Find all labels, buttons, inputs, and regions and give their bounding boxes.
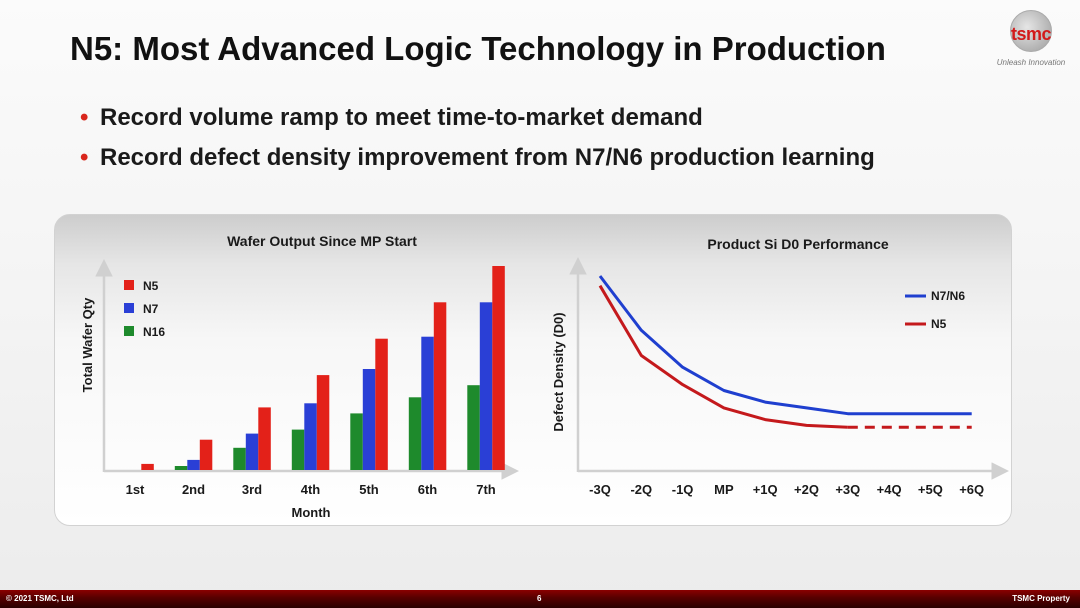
x-tick-label: +3Q — [835, 482, 860, 497]
x-tick-label: MP — [714, 482, 734, 497]
bar-n5-4th — [316, 375, 330, 470]
x-tick-label: -1Q — [672, 482, 694, 497]
legend-label-n5: N5 — [931, 317, 947, 331]
bar-n7-5th — [362, 369, 376, 470]
x-tick-label: +1Q — [753, 482, 778, 497]
legend-label-n7-n6: N7/N6 — [931, 289, 965, 303]
x-axis-label: Month — [292, 505, 331, 520]
legend-label-n5: N5 — [143, 279, 159, 293]
copyright-text: © 2021 TSMC, Ltd — [6, 594, 74, 603]
bar-n16-5th — [350, 413, 363, 470]
page-number: 6 — [537, 594, 542, 603]
line-n7-n6 — [598, 275, 972, 416]
slide-title: N5: Most Advanced Logic Technology in Pr… — [70, 30, 886, 67]
x-tick-label: 4th — [301, 482, 321, 497]
footer-bar: © 2021 TSMC, Ltd 6 TSMC Property — [0, 590, 1080, 608]
logo-wordmark: tsmc — [1010, 24, 1052, 44]
wafer-output-chart: Wafer Output Since MP Start Total Wafer … — [80, 233, 519, 520]
x-tick-label: +2Q — [794, 482, 819, 497]
bar-n5-3rd — [258, 407, 271, 470]
chart-title: Wafer Output Since MP Start — [227, 233, 417, 249]
legend-swatch-n5 — [124, 280, 134, 290]
x-tick-label: 5th — [359, 482, 379, 497]
company-logo: tsmc Unleash Innovation — [984, 8, 1078, 72]
x-tick-label: 3rd — [242, 482, 262, 497]
x-tick-label: +5Q — [918, 482, 943, 497]
bar-n5-2nd — [199, 439, 213, 470]
x-tick-label: 7th — [476, 482, 496, 497]
globe-icon — [1010, 10, 1052, 52]
bar-n5-1st — [141, 463, 154, 470]
x-tick-label: -3Q — [589, 482, 611, 497]
bar-n7-7th — [479, 302, 493, 470]
property-label: TSMC Property — [1012, 594, 1070, 603]
bullet-text: Record volume ramp to meet time-to-marke… — [100, 104, 703, 131]
bar-n7-2nd — [187, 459, 200, 470]
bullet-item: • Record volume ramp to meet time-to-mar… — [80, 98, 875, 138]
bar-n5-5th — [375, 338, 388, 470]
bullet-list: • Record volume ramp to meet time-to-mar… — [80, 98, 875, 178]
legend-swatch-n16 — [124, 326, 134, 336]
bullet-dot-icon: • — [80, 144, 89, 171]
bar-n7-3rd — [245, 433, 259, 470]
y-axis-label: Total Wafer Qty — [80, 297, 95, 392]
bar-n16-2nd — [174, 466, 188, 470]
legend-label-n16: N16 — [143, 325, 165, 339]
x-tick-label: 1st — [126, 482, 145, 497]
bar-n5-7th — [492, 266, 505, 470]
y-axis-label: Defect Density (D0) — [551, 312, 566, 431]
bar-n7-6th — [421, 336, 434, 470]
x-tick-label: +6Q — [959, 482, 984, 497]
bar-n16-7th — [467, 385, 480, 470]
bar-n16-6th — [408, 397, 422, 470]
bullet-text: Record defect density improvement from N… — [100, 144, 875, 171]
logo-tagline: Unleash Innovation — [996, 58, 1066, 67]
bullet-item: • Record defect density improvement from… — [80, 138, 875, 178]
legend-swatch-n7 — [124, 303, 134, 313]
chart-title: Product Si D0 Performance — [707, 236, 888, 252]
bar-n16-3rd — [233, 447, 246, 470]
x-tick-label: -2Q — [630, 482, 652, 497]
x-tick-label: +4Q — [877, 482, 902, 497]
bar-n5-6th — [433, 302, 447, 470]
legend-label-n7: N7 — [143, 302, 159, 316]
bar-n7-4th — [304, 403, 317, 470]
bar-n16-4th — [291, 429, 305, 470]
bullet-dot-icon: • — [80, 104, 89, 131]
x-tick-label: 2nd — [182, 482, 205, 497]
defect-density-chart: Product Si D0 Performance Defect Density… — [551, 236, 1009, 497]
chart-panel — [54, 214, 1012, 526]
line-n5-solid — [598, 284, 848, 429]
x-tick-label: 6th — [418, 482, 438, 497]
